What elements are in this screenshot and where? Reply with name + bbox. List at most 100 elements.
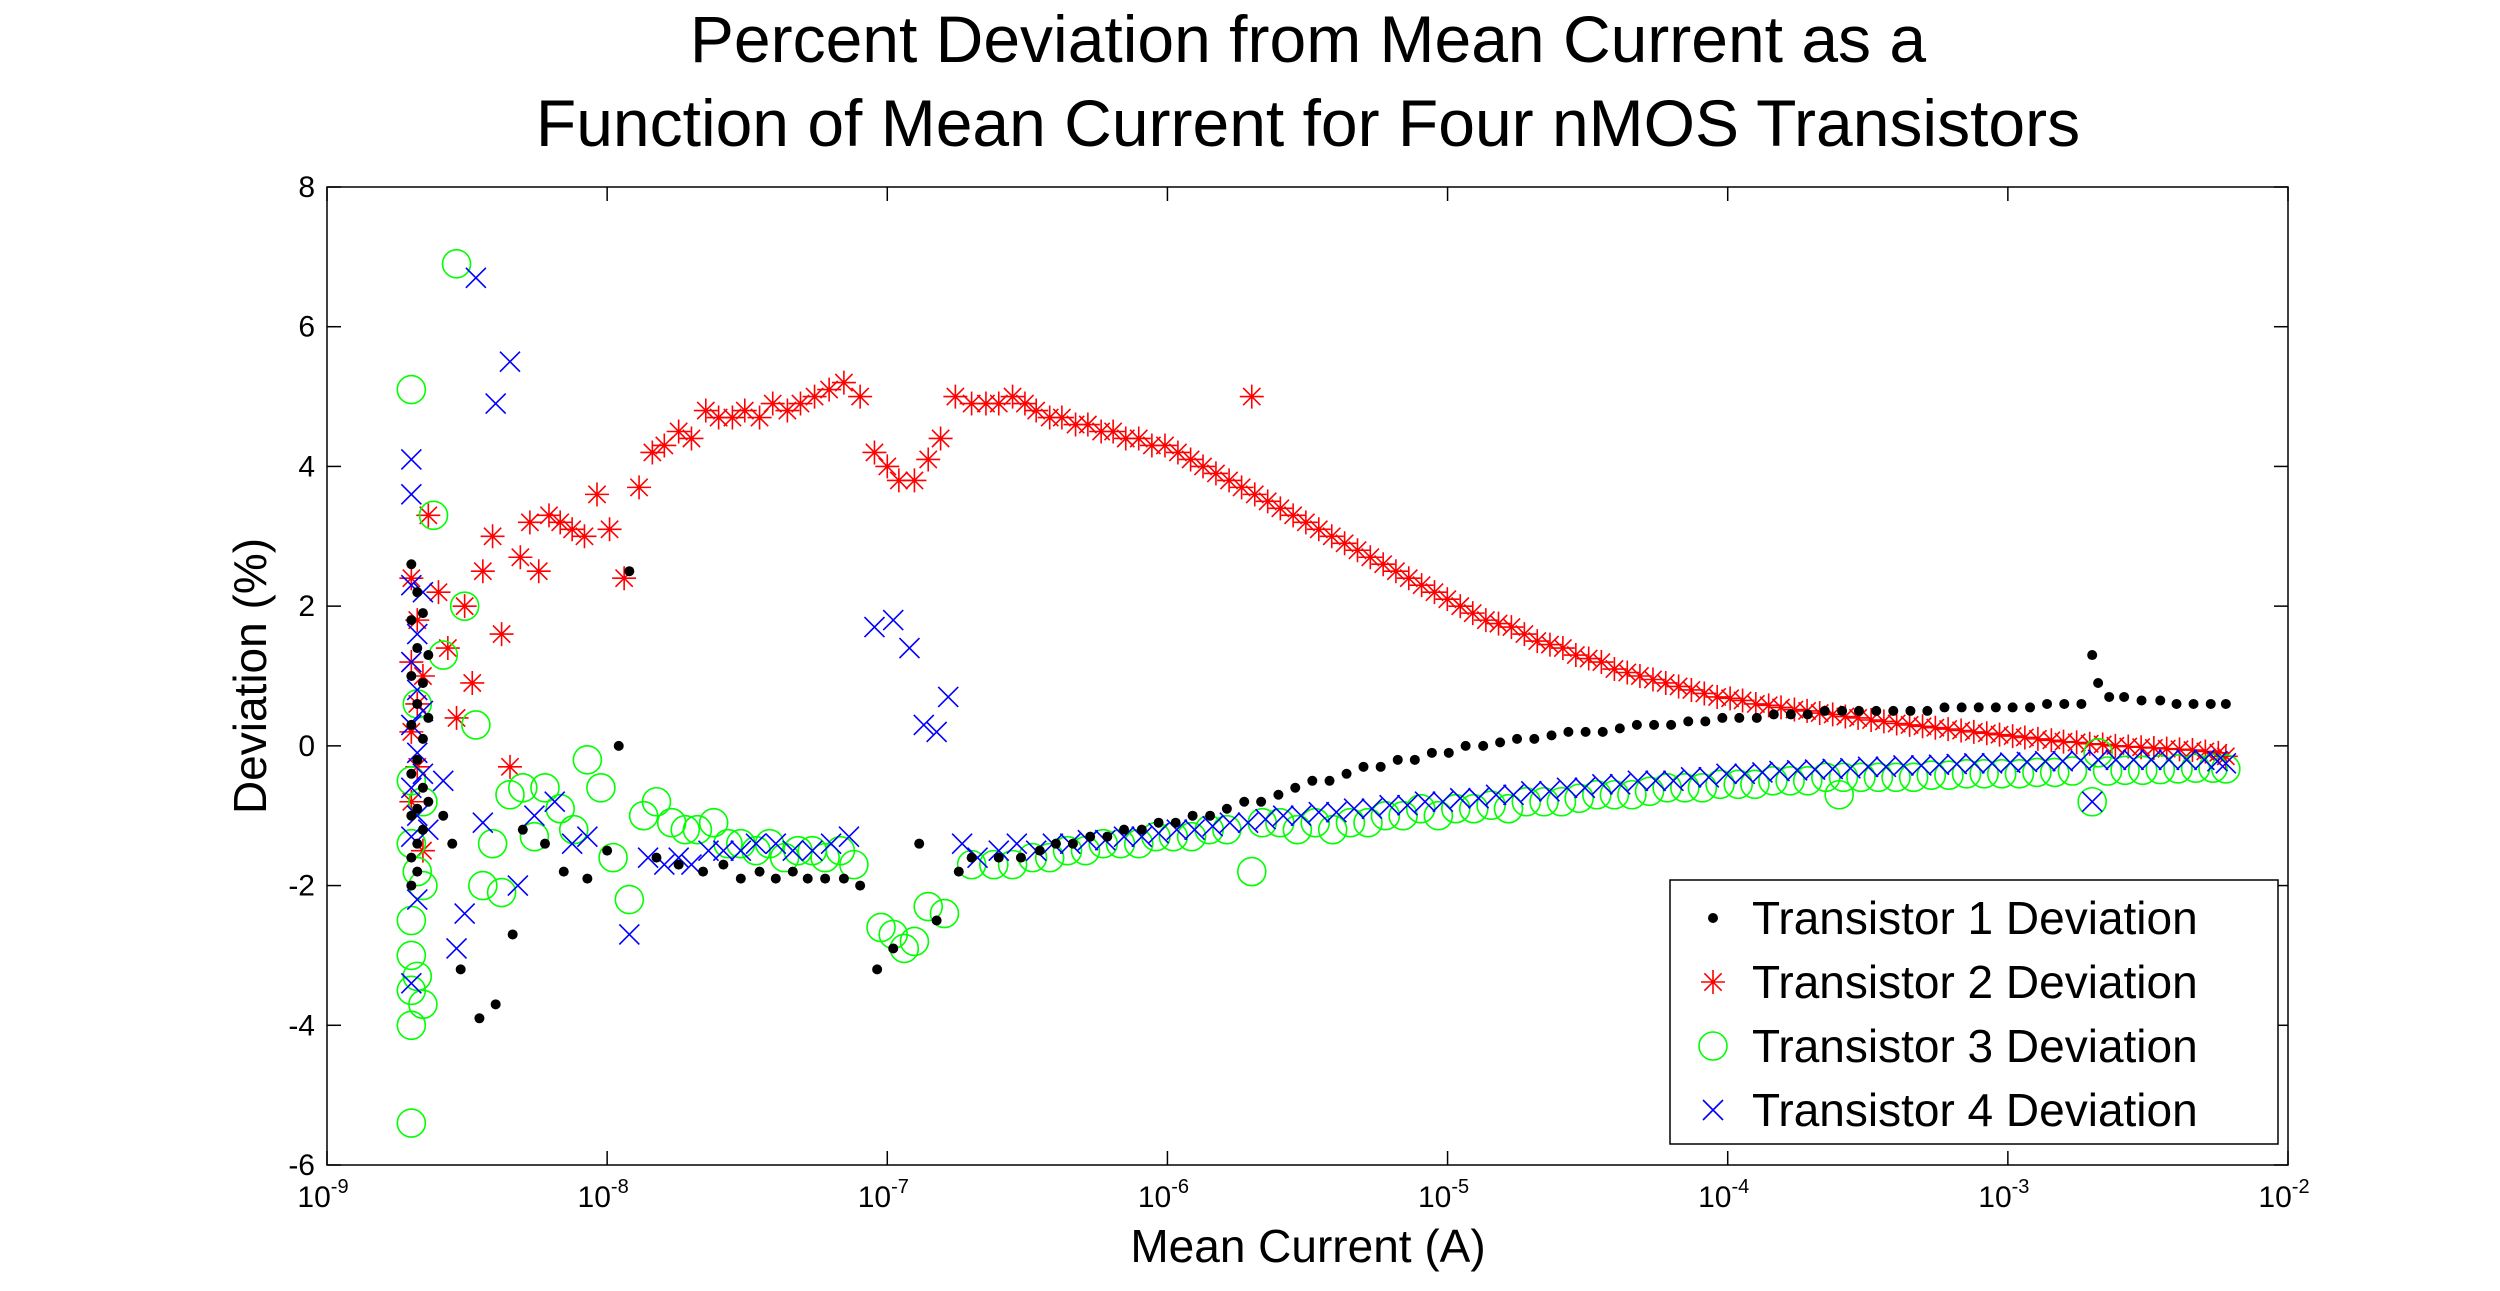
series-2-point bbox=[548, 510, 573, 535]
legend-marker-3 bbox=[1698, 1031, 1728, 1061]
series-2-point bbox=[1782, 697, 1807, 722]
series-4-point bbox=[1627, 770, 1649, 792]
series-2-point bbox=[1602, 657, 1627, 682]
series-3-point bbox=[1824, 779, 1854, 810]
series-2-point bbox=[584, 482, 609, 507]
series-2-point bbox=[1537, 632, 1562, 657]
series-4-point bbox=[1609, 773, 1631, 795]
series-1-point bbox=[872, 964, 883, 975]
series-2-point bbox=[693, 398, 718, 423]
series-3-point bbox=[929, 898, 960, 929]
series-2-point bbox=[1191, 454, 1216, 479]
series-4-point bbox=[1166, 819, 1188, 841]
series-2-point bbox=[1897, 712, 1922, 737]
series-1-point bbox=[1563, 726, 1574, 737]
legend-label-3: Transistor 3 Deviation bbox=[1752, 1020, 2198, 1072]
series-1-point bbox=[2136, 695, 2147, 706]
series-3-point bbox=[997, 849, 1028, 880]
series-3-point bbox=[810, 842, 840, 873]
series-2-point bbox=[775, 398, 800, 423]
series-3-point bbox=[1176, 821, 1207, 852]
series-3-point bbox=[698, 807, 729, 838]
series-3-point bbox=[2198, 753, 2228, 784]
series-3-point bbox=[2022, 757, 2052, 788]
series-3-point bbox=[1863, 762, 1894, 793]
series-2-point bbox=[1229, 475, 1254, 500]
y-tick-label: -2 bbox=[288, 870, 315, 903]
series-1-point bbox=[412, 587, 423, 598]
series-2-point bbox=[2039, 728, 2064, 753]
series-4-point bbox=[1219, 812, 1241, 834]
series-4-points bbox=[400, 267, 2237, 994]
series-2-point bbox=[2129, 735, 2154, 760]
series-3-point bbox=[1740, 769, 1770, 800]
legend: Transistor 1 Deviation Transistor 2 Devia… bbox=[1669, 879, 2279, 1145]
series-4-point bbox=[1910, 754, 1932, 776]
series-4-point bbox=[1892, 754, 1915, 776]
series-3-point bbox=[2083, 738, 2113, 768]
series-3-point bbox=[913, 891, 944, 922]
series-3-point bbox=[2127, 755, 2158, 786]
series-2-point bbox=[788, 391, 813, 416]
series-3-point bbox=[1705, 769, 1735, 800]
series-3-point bbox=[508, 772, 538, 803]
series-4-point bbox=[2122, 749, 2145, 771]
series-4-point bbox=[913, 714, 935, 736]
series-2-point bbox=[517, 510, 542, 535]
series-2-point bbox=[1101, 419, 1126, 444]
series-1-point bbox=[1136, 824, 1147, 835]
series-2-point bbox=[1936, 717, 1961, 742]
series-3-point bbox=[1846, 762, 1876, 793]
series-4-point bbox=[1857, 756, 1879, 778]
series-3-point bbox=[1670, 772, 1700, 803]
series-2-point bbox=[2180, 738, 2205, 763]
legend-label-4: Transistor 4 Deviation bbox=[1752, 1084, 2198, 1136]
legend-marker-4 bbox=[1702, 1099, 1724, 1121]
series-4-point bbox=[1202, 815, 1224, 837]
series-2-point bbox=[1024, 398, 1049, 423]
series-4-point bbox=[1006, 833, 1028, 855]
series-2-point bbox=[1769, 695, 1794, 720]
series-4-point bbox=[863, 616, 886, 638]
series-2-point bbox=[497, 754, 522, 779]
series-2-point bbox=[1139, 433, 1164, 458]
series-4-point bbox=[406, 623, 428, 645]
series-1-point bbox=[698, 866, 709, 877]
series-1-point bbox=[1888, 705, 1899, 716]
series-4-point bbox=[1875, 756, 1897, 778]
series-1-point bbox=[1546, 730, 1557, 741]
series-1-point bbox=[423, 712, 434, 723]
series-4-point bbox=[576, 826, 598, 848]
series-2-point bbox=[1281, 503, 1306, 528]
series-3-point bbox=[468, 870, 498, 901]
series-1-point bbox=[558, 866, 569, 877]
series-4-point bbox=[400, 483, 422, 505]
y-axis-label: Deviation (%) bbox=[224, 538, 276, 814]
series-1-point bbox=[417, 733, 428, 744]
series-4-point bbox=[1449, 787, 1471, 809]
series-1-point bbox=[1512, 733, 1523, 744]
series-3-point bbox=[1634, 776, 1665, 807]
series-1-point bbox=[953, 866, 964, 877]
series-1-point bbox=[2220, 698, 2231, 709]
series-1-point bbox=[1853, 705, 1864, 716]
series-3-point bbox=[1934, 760, 1964, 790]
series-1-point bbox=[423, 650, 434, 661]
series-3-point bbox=[1617, 779, 1647, 810]
series-1-point bbox=[613, 740, 624, 751]
y-tick-label: -4 bbox=[288, 1009, 315, 1042]
series-2-points bbox=[399, 370, 2238, 863]
series-4-point bbox=[1999, 752, 2021, 774]
series-4-point bbox=[412, 763, 434, 785]
series-2-point bbox=[597, 517, 622, 542]
series-2-point bbox=[1974, 721, 1999, 746]
series-4-point bbox=[523, 805, 545, 827]
series-1-point bbox=[1170, 817, 1181, 828]
series-1-point bbox=[1050, 838, 1061, 849]
series-2-point bbox=[747, 405, 772, 430]
series-1-point bbox=[412, 838, 423, 849]
series-2-point bbox=[1653, 670, 1678, 695]
series-1-point bbox=[1221, 803, 1232, 814]
series-2-point bbox=[489, 622, 514, 647]
